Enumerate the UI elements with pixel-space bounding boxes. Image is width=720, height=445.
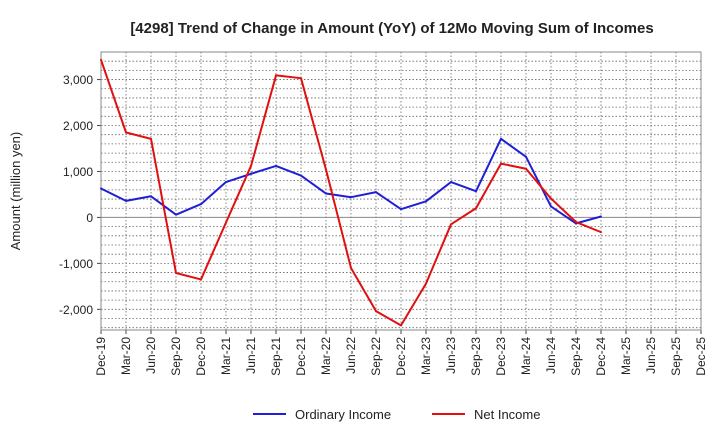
x-tick-label: Jun-21: [244, 337, 258, 374]
net-income-point: [225, 221, 227, 224]
net-income-point: [150, 137, 152, 140]
net-income-point: [575, 221, 577, 224]
ordinary-income-point: [325, 192, 327, 195]
grid-layer: [101, 52, 701, 330]
net-income-point: [600, 231, 602, 234]
legend-label-net-income: Net Income: [474, 407, 540, 422]
x-tick-label: Jun-22: [344, 337, 358, 374]
ordinary-income-point: [425, 200, 427, 203]
y-tick-label: -2,000: [59, 303, 93, 317]
y-axis-label: Amount (million yen): [8, 132, 23, 251]
net-income-point: [375, 310, 377, 313]
x-tick-label: Sep-25: [669, 337, 683, 376]
net-income-point: [550, 197, 552, 200]
x-tick-label: Dec-23: [494, 337, 508, 376]
x-tick-label: Sep-22: [369, 337, 383, 376]
net-income-point: [525, 167, 527, 170]
net-income-point: [450, 223, 452, 226]
x-tick-label: Jun-24: [544, 337, 558, 374]
y-tick-label: -1,000: [59, 257, 93, 271]
net-income-point: [175, 272, 177, 275]
x-tick-label: Jun-20: [144, 337, 158, 374]
x-tick-label: Mar-23: [419, 337, 433, 375]
net-income-point: [400, 324, 402, 327]
net-income-point: [500, 162, 502, 165]
ordinary-income-point: [100, 187, 102, 190]
series-layer: [100, 58, 602, 327]
y-tick-label: 2,000: [63, 119, 93, 133]
legend-label-ordinary-income: Ordinary Income: [295, 407, 391, 422]
net-income-point: [350, 266, 352, 269]
x-tick-label: Dec-21: [294, 337, 308, 376]
x-tick-label: Mar-22: [319, 337, 333, 375]
ordinary-income-point: [300, 174, 302, 177]
ordinary-income-point: [400, 208, 402, 211]
legend: Ordinary Income Net Income: [253, 407, 540, 422]
ordinary-income-point: [550, 205, 552, 208]
net-income-point: [325, 168, 327, 171]
ordinary-income-point: [600, 215, 602, 218]
net-income-point: [100, 58, 102, 61]
x-tick-label: Dec-22: [394, 337, 408, 376]
ordinary-income-point: [150, 195, 152, 198]
x-tick-label: Dec-24: [594, 337, 608, 376]
net-income-point: [200, 278, 202, 281]
y-axis-ticks: -2,000 -1,000 0 1,000 2,000 3,000: [59, 73, 101, 317]
x-tick-label: Dec-25: [694, 337, 708, 376]
x-tick-label: Sep-20: [169, 337, 183, 376]
ordinary-income-point: [200, 203, 202, 206]
y-tick-label: 1,000: [63, 165, 93, 179]
ordinary-income-point: [225, 181, 227, 184]
plot-frame: [100, 51, 702, 331]
chart-title: [4298] Trend of Change in Amount (YoY) o…: [130, 20, 653, 37]
ordinary-income-point: [475, 190, 477, 193]
net-income-point: [250, 164, 252, 167]
x-tick-label: Jun-23: [444, 337, 458, 374]
x-tick-label: Dec-19: [94, 337, 108, 376]
net-income-point: [125, 131, 127, 134]
net-income-point: [275, 74, 277, 77]
x-tick-label: Mar-25: [619, 337, 633, 375]
ordinary-income-point: [125, 199, 127, 202]
x-axis-ticks: Dec-19 Mar-20 Jun-20 Sep-20 Dec-20 Mar-21 Jun-…: [94, 330, 708, 376]
net-income-point: [475, 207, 477, 210]
net-income-point: [300, 77, 302, 80]
x-tick-label: Jun-25: [644, 337, 658, 374]
x-tick-label: Sep-24: [569, 337, 583, 376]
x-tick-label: Dec-20: [194, 337, 208, 376]
ordinary-income-point: [350, 196, 352, 199]
x-tick-label: Sep-21: [269, 337, 283, 376]
y-tick-label: 3,000: [63, 73, 93, 87]
ordinary-income-point: [275, 164, 277, 167]
x-tick-label: Sep-23: [469, 337, 483, 376]
ordinary-income-point: [175, 213, 177, 216]
y-tick-label: 0: [86, 211, 93, 225]
x-tick-label: Mar-20: [119, 337, 133, 375]
ordinary-income-point: [525, 155, 527, 158]
ordinary-income-point: [250, 172, 252, 175]
x-tick-label: Mar-21: [219, 337, 233, 375]
net-income-point: [425, 282, 427, 285]
ordinary-income-point: [375, 191, 377, 194]
ordinary-income-point: [500, 137, 502, 140]
ordinary-income-point: [450, 181, 452, 184]
x-tick-label: Mar-24: [519, 337, 533, 375]
